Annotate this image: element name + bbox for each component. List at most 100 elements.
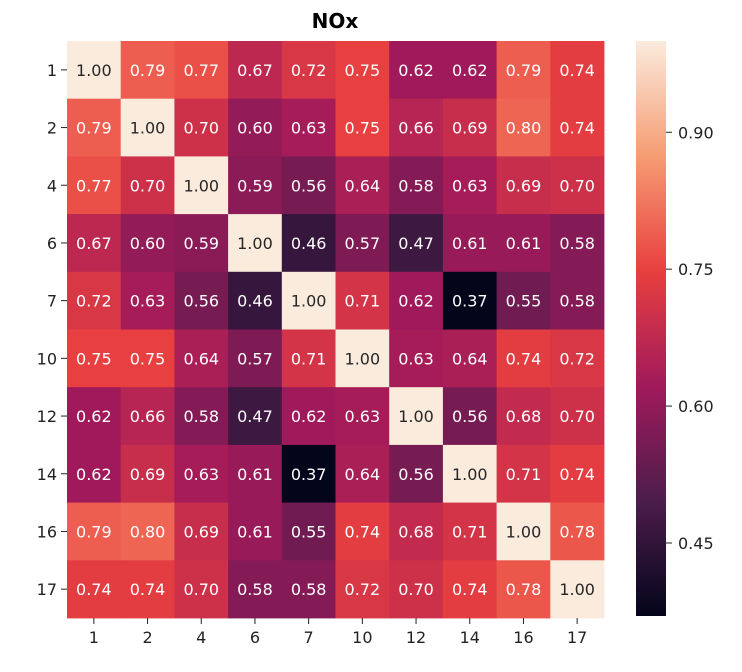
x-axis: 1 2 4 6 7 10 12 14 16 17: [89, 618, 587, 647]
heatmap-cell: [281, 502, 336, 561]
cell-value-label: 0.77: [183, 61, 219, 80]
heatmap-cell: [442, 560, 497, 619]
colorbar-tick-label: 0.45: [678, 534, 714, 553]
cell-value-label: 1.00: [76, 61, 112, 80]
cell-value-label: 0.72: [345, 580, 381, 599]
heatmap-cell: [120, 271, 175, 330]
cell-value-label: 0.60: [130, 234, 166, 253]
cell-value-label: 0.60: [237, 119, 273, 138]
heatmap-cell: [228, 214, 283, 273]
heatmap-cell: [550, 502, 605, 561]
cell-value-label: 0.63: [452, 176, 488, 195]
cell-value-label: 0.80: [130, 522, 166, 541]
cell-value-label: 0.37: [291, 465, 327, 484]
heatmap-cell: [228, 502, 283, 561]
cell-value-label: 0.71: [506, 465, 542, 484]
heatmap-cell: [67, 444, 122, 503]
cell-value-label: 1.00: [345, 349, 381, 368]
cell-value-label: 0.61: [506, 234, 542, 253]
heatmap-cell: [281, 271, 336, 330]
heatmap-cell: [550, 560, 605, 619]
heatmap-cell: [550, 387, 605, 446]
cell-value-label: 1.00: [559, 580, 595, 599]
heatmap-cell: [120, 41, 175, 100]
cell-value-label: 0.79: [506, 61, 542, 80]
heatmap-cell: [281, 560, 336, 619]
heatmap-cell: [550, 98, 605, 157]
heatmap-cell: [335, 560, 390, 619]
heatmap-cell: [120, 329, 175, 388]
cell-value-label: 1.00: [237, 234, 273, 253]
cell-value-label: 0.74: [559, 61, 595, 80]
x-tick-label: 2: [142, 628, 152, 647]
colorbar-gradient: [636, 41, 666, 616]
cell-value-label: 0.58: [398, 176, 434, 195]
heatmap-cell: [228, 156, 283, 215]
heatmap-cell: [281, 387, 336, 446]
heatmap-cell: [174, 444, 229, 503]
heatmap-cell: [389, 98, 444, 157]
heatmap-cell: [496, 98, 551, 157]
heatmap-cell: [389, 271, 444, 330]
cell-value-label: 0.75: [345, 119, 381, 138]
heatmap-cell: [389, 214, 444, 273]
heatmap-cell: [120, 156, 175, 215]
cell-value-label: 0.71: [452, 522, 488, 541]
cell-value-label: 0.67: [76, 234, 112, 253]
cell-value-label: 0.74: [506, 349, 542, 368]
cell-value-label: 0.69: [130, 465, 166, 484]
heatmap-cell: [228, 560, 283, 619]
cell-value-label: 0.57: [345, 234, 381, 253]
x-tick-label: 10: [352, 628, 372, 647]
cell-value-label: 0.63: [398, 349, 434, 368]
cell-value-label: 1.00: [398, 407, 434, 426]
heatmap-cell: [67, 214, 122, 273]
heatmap-cell: [389, 41, 444, 100]
cell-value-label: 0.67: [237, 61, 273, 80]
heatmap-cell: [335, 502, 390, 561]
y-tick-label: 12: [37, 407, 57, 426]
cell-value-label: 0.59: [183, 234, 219, 253]
heatmap-cell: [174, 502, 229, 561]
colorbar-tick-label: 0.90: [678, 123, 714, 142]
heatmap-cell: [174, 156, 229, 215]
cell-value-label: 0.77: [76, 176, 112, 195]
cell-value-label: 0.70: [130, 176, 166, 195]
heatmap-cell: [496, 156, 551, 215]
cell-value-label: 0.72: [559, 349, 595, 368]
cell-value-label: 0.78: [559, 522, 595, 541]
cell-value-label: 0.61: [237, 465, 273, 484]
cell-value-label: 0.55: [506, 292, 542, 311]
cell-value-label: 0.47: [398, 234, 434, 253]
colorbar-tick-label: 0.60: [678, 397, 714, 416]
heatmap-cell: [281, 156, 336, 215]
heatmap-cell: [120, 214, 175, 273]
heatmap-cell: [496, 329, 551, 388]
cell-value-label: 0.69: [183, 522, 219, 541]
cell-value-label: 1.00: [130, 119, 166, 138]
cell-value-label: 0.74: [130, 580, 166, 599]
heatmap-cell: [228, 444, 283, 503]
heatmap-cell: [442, 156, 497, 215]
heatmap-cell: [174, 387, 229, 446]
cell-value-label: 0.74: [559, 465, 595, 484]
heatmap-cell: [228, 98, 283, 157]
heatmap-cell: [67, 560, 122, 619]
cell-value-label: 0.74: [559, 119, 595, 138]
cell-value-label: 0.79: [76, 522, 112, 541]
heatmap-cell: [442, 502, 497, 561]
x-tick-label: 12: [406, 628, 426, 647]
heatmap-cell: [67, 387, 122, 446]
y-tick-label: 1: [47, 61, 57, 80]
y-tick-label: 10: [37, 349, 57, 368]
cell-value-label: 0.62: [291, 407, 327, 426]
heatmap-cell: [442, 329, 497, 388]
colorbar: 0.45 0.60 0.75 0.90: [636, 41, 714, 616]
heatmap-cell: [442, 41, 497, 100]
heatmap-cell: [67, 98, 122, 157]
cell-value-label: 0.63: [291, 119, 327, 138]
heatmap-cell: [228, 41, 283, 100]
heatmap-cell: [120, 387, 175, 446]
cell-value-label: 0.55: [291, 522, 327, 541]
